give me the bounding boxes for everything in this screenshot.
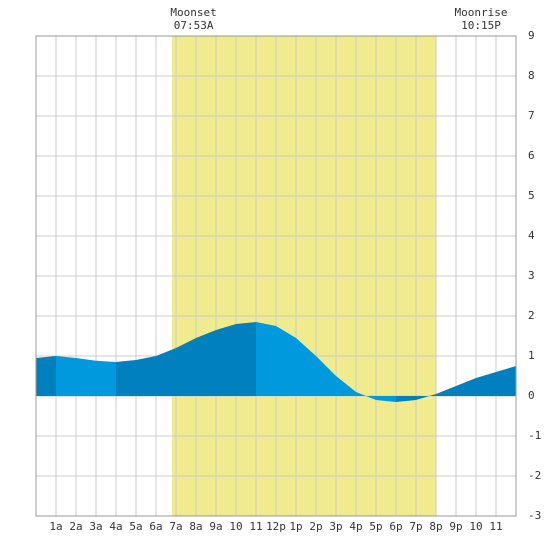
annotation-time: 10:15P [461,19,501,32]
y-tick-label: 7 [528,109,535,122]
x-tick-label: 2p [309,520,322,533]
tide-area [36,356,56,396]
x-tick-label: 11 [489,520,502,533]
y-tick-label: 2 [528,309,535,322]
x-tick-label: 3a [89,520,102,533]
x-tick-label: 8p [429,520,442,533]
x-tick-label: 7p [409,520,422,533]
x-tick-label: 7a [169,520,182,533]
y-tick-label: 8 [528,69,535,82]
y-tick-label: 4 [528,229,535,242]
tide-area [256,322,396,402]
x-tick-label: 11 [249,520,262,533]
y-tick-label: 1 [528,349,535,362]
x-tick-label: 9a [209,520,222,533]
tide-area [396,366,516,402]
tide-area [116,322,256,396]
y-tick-label: -3 [528,509,541,522]
x-tick-label: 1p [289,520,302,533]
y-tick-label: 6 [528,149,535,162]
x-tick-label: 4a [109,520,122,533]
plot-border [35,35,517,517]
annotation-title: Moonrise [455,6,508,19]
x-tick-label: 12p [266,520,286,533]
x-tick-label: 3p [329,520,342,533]
y-tick-label: -1 [528,429,541,442]
annotation-time: 07:53A [174,19,214,32]
x-tick-label: 10 [229,520,242,533]
x-tick-label: 1a [49,520,62,533]
x-tick-label: 6a [149,520,162,533]
y-tick-label: 9 [528,29,535,42]
annotation-title: Moonset [170,6,216,19]
y-tick-label: 5 [528,189,535,202]
x-tick-label: 6p [389,520,402,533]
x-tick-label: 8a [189,520,202,533]
x-tick-label: 2a [69,520,82,533]
y-tick-label: -2 [528,469,541,482]
y-tick-label: 3 [528,269,535,282]
x-tick-label: 5p [369,520,382,533]
x-tick-label: 5a [129,520,142,533]
x-tick-label: 4p [349,520,362,533]
y-tick-label: 0 [528,389,535,402]
x-tick-label: 10 [469,520,482,533]
tide-area [56,356,116,396]
x-tick-label: 9p [449,520,462,533]
